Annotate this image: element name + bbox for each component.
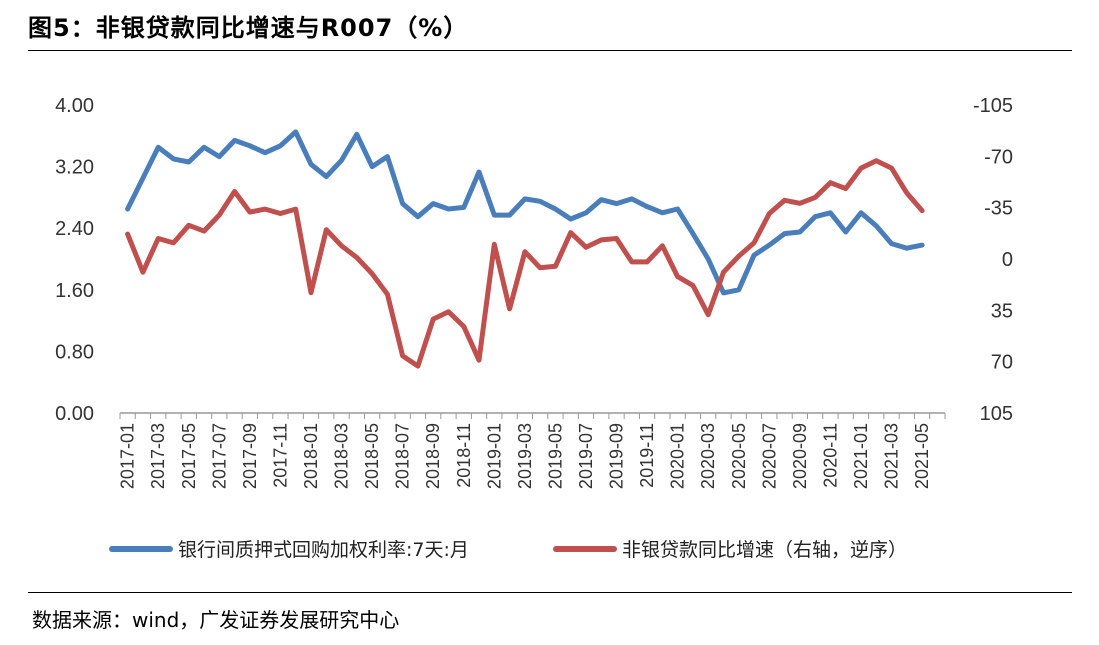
x-tick-label: 2018-09 <box>423 423 443 489</box>
right-y-tick-label: 105 <box>980 403 1013 425</box>
left-y-tick-label: 0.80 <box>55 341 94 363</box>
x-tick-label: 2017-03 <box>148 423 168 489</box>
x-tick-label: 2017-07 <box>209 423 229 489</box>
source-note: 数据来源：wind，广发证券发展研究中心 <box>32 608 400 632</box>
right-y-tick-label: -70 <box>984 146 1013 168</box>
x-tick-label: 2021-03 <box>882 423 902 489</box>
x-tick-label: 2017-05 <box>179 423 199 489</box>
x-tick-label: 2019-05 <box>545 423 565 489</box>
x-tick-label: 2019-09 <box>607 423 627 489</box>
right-y-tick-label: 0 <box>1002 249 1013 271</box>
right-y-tick-label: 35 <box>991 300 1013 322</box>
x-tick-label: 2018-03 <box>332 423 352 489</box>
left-y-tick-label: 2.40 <box>55 218 94 240</box>
right-y-tick-label: 70 <box>991 352 1013 374</box>
x-tick-label: 2019-07 <box>576 423 596 489</box>
x-tick-label: 2018-07 <box>393 423 413 489</box>
x-tick-label: 2017-11 <box>270 423 290 488</box>
x-tick-label: 2021-05 <box>912 423 932 489</box>
x-tick-label: 2019-03 <box>515 423 535 489</box>
right-y-tick-label: -35 <box>984 198 1013 220</box>
left-y-tick-label: 0.00 <box>55 403 94 425</box>
x-tick-label: 2020-05 <box>729 423 749 489</box>
left-y-tick-label: 4.00 <box>55 95 94 117</box>
x-tick-label: 2017-01 <box>118 423 138 489</box>
legend-item-r007-label: 银行间质押式回购加权利率:7天:月 <box>178 539 469 561</box>
left-y-tick-label: 1.60 <box>55 280 94 302</box>
x-tick-label: 2020-09 <box>790 423 810 489</box>
left-y-tick-label: 3.20 <box>55 157 94 179</box>
x-tick-label: 2020-07 <box>759 423 779 489</box>
x-tick-label: 2020-01 <box>668 423 688 489</box>
title-divider <box>28 50 1072 51</box>
chart-title: 图5：非银贷款同比增速与R007（%） <box>28 14 469 42</box>
x-tick-label: 2018-01 <box>301 423 321 489</box>
legend-item-nonbank-loan-label: 非银贷款同比增速（右轴，逆序） <box>622 539 907 561</box>
x-tick-label: 2017-09 <box>240 423 260 489</box>
x-tick-label: 2020-03 <box>698 423 718 489</box>
x-tick-label: 2019-01 <box>484 423 504 489</box>
x-tick-label: 2018-11 <box>454 423 474 488</box>
right-y-tick-label: -105 <box>973 95 1013 117</box>
series-line-nonbank-loan <box>125 158 925 369</box>
x-tick-label: 2020-11 <box>820 423 840 488</box>
x-tick-label: 2018-05 <box>362 423 382 489</box>
series-line-r007 <box>125 129 925 296</box>
x-tick-label: 2021-01 <box>851 423 871 489</box>
source-divider <box>28 592 1072 593</box>
x-tick-label: 2019-11 <box>637 423 657 488</box>
